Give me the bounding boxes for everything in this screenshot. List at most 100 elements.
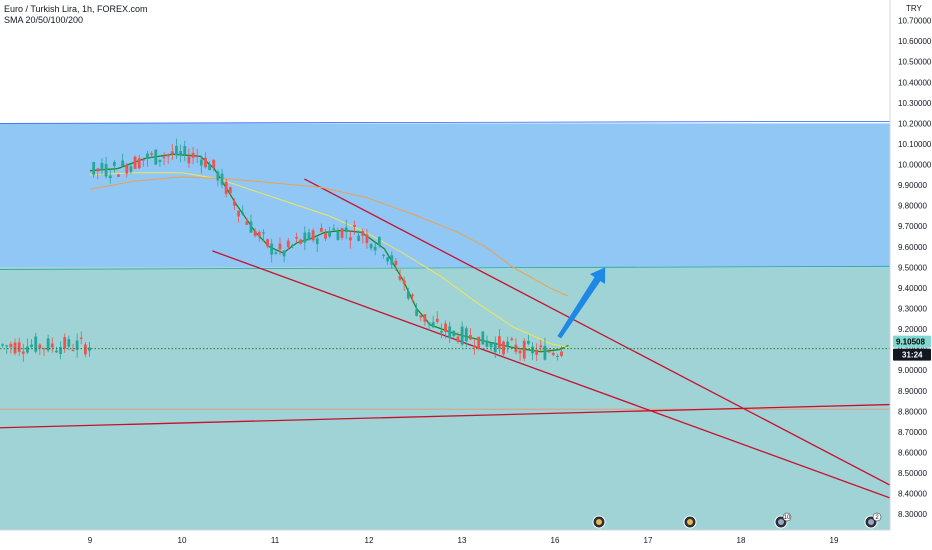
candle-body [21, 351, 25, 354]
candle-body [324, 232, 327, 239]
candle-body [42, 348, 46, 350]
indicator-title[interactable]: SMA 20/50/100/200 [4, 15, 84, 25]
candle-body [336, 231, 340, 241]
candle-body [473, 345, 476, 348]
candle-body [141, 159, 145, 161]
candle-body [241, 212, 245, 215]
price-tick-label: 10.10000 [898, 140, 932, 149]
candle-body [485, 340, 489, 347]
candle-body [481, 331, 485, 345]
events-layer: 10 2 [592, 512, 882, 529]
candle-body [286, 240, 290, 248]
candle-body [150, 153, 154, 155]
price-tick-label: 9.60000 [898, 243, 927, 252]
price-axis-currency: TRY [906, 4, 923, 13]
time-tick-label: 12 [365, 536, 374, 545]
candle-body [498, 336, 501, 349]
candle-body [208, 164, 211, 171]
candle-body [411, 294, 414, 297]
candle-body [224, 181, 228, 194]
candle-body [386, 257, 390, 262]
candle-body [402, 280, 406, 284]
economic-event-icon[interactable] [592, 515, 606, 529]
price-zone-1 [0, 123, 890, 268]
candle-body [560, 351, 563, 356]
candle-body [92, 161, 96, 175]
zones-layer [0, 120, 891, 530]
candle-body [531, 346, 534, 354]
candle-body [146, 153, 149, 159]
candle-body [539, 345, 543, 348]
zone-top-line [0, 120, 891, 124]
current-price-label [893, 335, 931, 348]
candle-body [423, 314, 427, 322]
zone-mid-line [0, 265, 891, 270]
candle-body [26, 346, 29, 353]
economic-event-icon[interactable]: 10 [774, 512, 792, 529]
candle-body [303, 232, 307, 243]
price-tick-label: 8.80000 [898, 407, 927, 416]
event-count-text: 10 [784, 515, 791, 521]
candle-body [299, 239, 303, 244]
candle-body [270, 243, 274, 255]
time-tick-label: 16 [551, 536, 560, 545]
price-tick-label: 9.20000 [898, 325, 927, 334]
candle-body [50, 343, 54, 348]
price-tick-label: 9.00000 [898, 366, 927, 375]
candle-body [452, 330, 456, 337]
time-tick-label: 17 [644, 536, 653, 545]
candle-body [415, 309, 418, 316]
candle-body [353, 225, 356, 227]
candle-body [96, 168, 100, 172]
candle-body [365, 234, 369, 243]
candle-body [460, 326, 464, 345]
event-count-text: 2 [875, 515, 879, 521]
candle-body [469, 335, 472, 340]
candle-body [125, 165, 129, 174]
candle-body [394, 260, 398, 265]
candle-body [220, 173, 224, 185]
candle-body [183, 146, 187, 155]
price-tick-label: 9.90000 [898, 181, 927, 190]
price-tick-label: 10.20000 [898, 119, 932, 128]
price-axis[interactable]: TRY 10.70000 10.60000 10.50000 10.40000 10.3… [889, 0, 932, 550]
candle-body [100, 162, 104, 171]
candle-body [67, 339, 71, 347]
candle-body [502, 341, 505, 355]
time-tick-label: 9 [88, 536, 93, 545]
economic-event-icon[interactable]: 2 [864, 512, 882, 529]
candle-body [307, 232, 311, 241]
candle-body [179, 151, 183, 155]
candle-body [295, 236, 298, 239]
candle-body [406, 291, 410, 299]
candle-body [319, 228, 323, 232]
event-icon-inner [687, 519, 693, 525]
candle-body [444, 323, 447, 332]
candle-body [38, 344, 42, 349]
price-tick-label: 10.50000 [898, 58, 932, 67]
symbol-title[interactable]: Euro / Turkish Lira, 1h, FOREX.com [4, 4, 148, 14]
price-tick-label: 10.70000 [898, 17, 932, 26]
price-tick-label: 9.30000 [898, 304, 927, 313]
event-icon-inner [868, 519, 874, 525]
price-tick-label: 10.00000 [898, 161, 932, 170]
candle-body [257, 231, 261, 237]
candle-body [427, 322, 431, 325]
candle-body [162, 156, 166, 158]
candle-body [249, 221, 253, 233]
candle-body [187, 156, 191, 164]
economic-event-icon[interactable] [683, 515, 697, 529]
time-axis[interactable]: 9 10 11 12 13 16 17 18 19 [0, 529, 932, 550]
chart-legend: Euro / Turkish Lira, 1h, FOREX.com SMA 2… [4, 4, 148, 26]
price-zone-2 [0, 267, 890, 530]
candle-body [526, 340, 530, 344]
candle-body [228, 187, 232, 194]
candle-body [154, 149, 158, 165]
candle-body [30, 344, 33, 348]
candle-body [477, 336, 481, 349]
candle-body [63, 337, 67, 349]
candle-body [510, 338, 514, 340]
candle-body [237, 210, 240, 217]
candle-body [435, 318, 439, 322]
